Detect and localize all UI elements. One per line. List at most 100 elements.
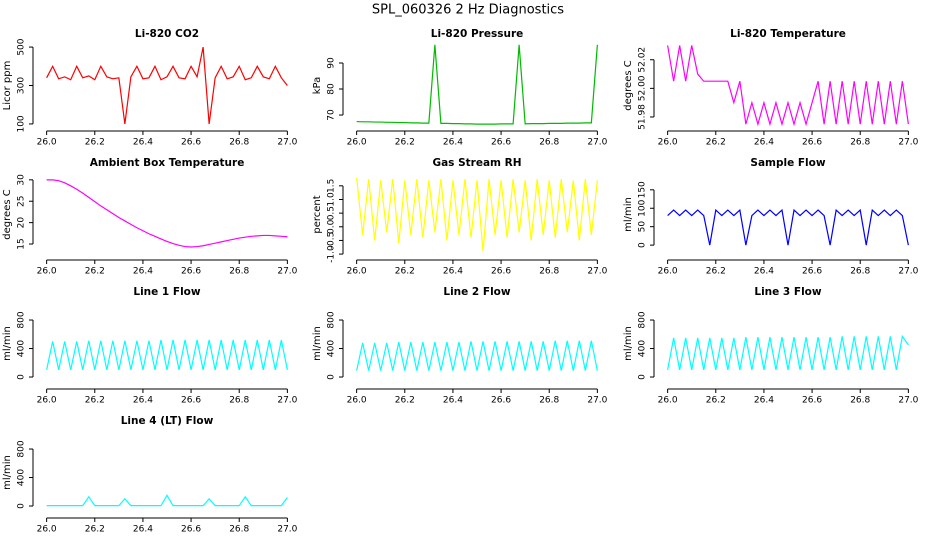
y-tick-label: 1.0	[327, 192, 337, 207]
x-tick-label: 26.4	[443, 267, 463, 277]
x-tick-label: 26.6	[491, 138, 511, 148]
panel-title: Line 4 (LT) Flow	[121, 415, 214, 427]
x-tick-label: 26.6	[181, 138, 201, 148]
y-tick-label: 0.0	[327, 219, 337, 234]
y-tick-label: 100	[638, 199, 648, 216]
y-tick-label: 0	[327, 374, 337, 380]
x-tick-label: 26.8	[539, 138, 559, 148]
data-line	[46, 179, 288, 248]
x-tick-label: 26.2	[85, 396, 105, 406]
panel-title: Li-820 Temperature	[730, 28, 846, 40]
y-tick-label: 90	[327, 57, 337, 69]
x-tick-label: 26.2	[706, 138, 726, 148]
y-tick-label: 1.5	[327, 179, 337, 193]
y-tick-label: 400	[327, 340, 337, 357]
y-tick-label: 800	[17, 440, 27, 457]
y-tick-label: 0.5	[327, 206, 337, 220]
y-tick-label: 80	[327, 83, 337, 95]
x-tick-label: 26.6	[181, 396, 201, 406]
data-line	[46, 494, 288, 507]
y-tick-label: 70	[327, 109, 337, 121]
x-tick-label: 26.2	[85, 525, 105, 535]
panel-title: Li-820 Pressure	[431, 28, 524, 40]
y-tick-label: 0	[638, 242, 648, 248]
panel-title: Line 3 Flow	[754, 286, 821, 298]
y-axis-label: Licor ppm	[2, 61, 13, 111]
y-tick-label: 52.00	[638, 75, 648, 101]
y-axis-label: percent	[312, 195, 323, 233]
y-axis-label: ml/min	[623, 326, 634, 361]
x-tick-label: 26.2	[395, 396, 415, 406]
y-tick-label: 20	[17, 217, 27, 229]
y-tick-label: 400	[17, 340, 27, 357]
x-tick-label: 26.0	[658, 138, 678, 148]
page-title: SPL_060326 2 Hz Diagnostics	[372, 3, 564, 18]
x-tick-label: 26.4	[754, 138, 774, 148]
data-line	[356, 340, 598, 371]
x-tick-label: 26.6	[491, 396, 511, 406]
y-tick-label: 0	[17, 374, 27, 380]
data-line	[46, 46, 288, 125]
data-line	[356, 44, 598, 125]
y-tick-label: 50	[638, 221, 648, 233]
x-tick-label: 26.0	[347, 396, 367, 406]
panel-title: Sample Flow	[750, 157, 825, 169]
x-tick-label: 26.4	[443, 396, 463, 406]
x-tick-label: 26.2	[706, 267, 726, 277]
panel-title: Line 2 Flow	[443, 286, 510, 298]
x-tick-label: 26.8	[539, 396, 559, 406]
y-tick-label: 15	[17, 238, 27, 249]
x-tick-label: 26.4	[133, 525, 153, 535]
x-tick-label: 26.2	[395, 267, 415, 277]
panel-title: Gas Stream RH	[432, 157, 521, 169]
x-tick-label: 26.4	[754, 267, 774, 277]
x-tick-label: 26.8	[229, 138, 249, 148]
panel-title: Line 1 Flow	[133, 286, 200, 298]
x-tick-label: 26.6	[181, 267, 201, 277]
y-tick-label: 150	[638, 181, 648, 198]
x-tick-label: 26.8	[539, 267, 559, 277]
x-tick-label: 26.6	[491, 267, 511, 277]
x-tick-label: 26.2	[395, 138, 415, 148]
x-tick-label: 26.2	[85, 267, 105, 277]
x-tick-label: 27.0	[587, 396, 607, 406]
y-tick-label: 52.02	[638, 47, 648, 73]
y-tick-label: -1.0	[327, 245, 337, 263]
x-tick-label: 26.8	[850, 138, 870, 148]
x-tick-label: 26.4	[133, 267, 153, 277]
x-tick-label: 26.4	[754, 396, 774, 406]
x-tick-label: 26.0	[658, 267, 678, 277]
y-axis-label: degrees C	[623, 60, 634, 110]
x-tick-label: 26.8	[850, 267, 870, 277]
x-tick-label: 26.0	[37, 138, 57, 148]
y-axis-label: ml/min	[623, 197, 634, 232]
x-tick-label: 26.8	[229, 396, 249, 406]
x-tick-label: 26.6	[802, 396, 822, 406]
x-tick-label: 26.4	[133, 396, 153, 406]
y-tick-label: -0.5	[327, 232, 337, 250]
x-tick-label: 26.0	[37, 396, 57, 406]
x-tick-label: 27.0	[277, 267, 297, 277]
x-tick-label: 26.4	[133, 138, 153, 148]
x-tick-label: 26.0	[347, 267, 367, 277]
panel-title: Li-820 CO2	[135, 28, 199, 40]
x-tick-label: 26.8	[229, 525, 249, 535]
x-tick-label: 26.6	[802, 138, 822, 148]
x-tick-label: 26.8	[229, 267, 249, 277]
x-tick-label: 26.0	[658, 396, 678, 406]
y-tick-label: 400	[17, 469, 27, 486]
x-tick-label: 26.0	[37, 525, 57, 535]
x-tick-label: 26.4	[443, 138, 463, 148]
data-line	[356, 177, 598, 252]
y-tick-label: 300	[17, 77, 27, 94]
y-tick-label: 800	[17, 311, 27, 328]
y-tick-label: 30	[17, 174, 27, 186]
x-tick-label: 27.0	[277, 396, 297, 406]
x-tick-label: 27.0	[277, 525, 297, 535]
data-line	[667, 334, 909, 371]
x-tick-label: 27.0	[277, 138, 297, 148]
x-tick-label: 27.0	[898, 138, 918, 148]
x-tick-label: 27.0	[587, 267, 607, 277]
